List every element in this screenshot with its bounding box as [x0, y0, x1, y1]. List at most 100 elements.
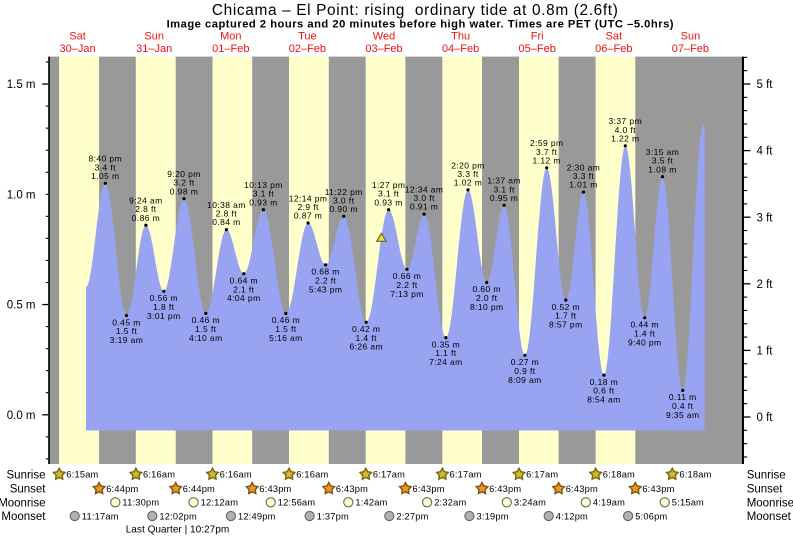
svg-text:0.4 ft: 0.4 ft — [672, 401, 694, 411]
svg-text:3:24am: 3:24am — [514, 498, 546, 508]
svg-text:12:49pm: 12:49pm — [238, 511, 276, 521]
svg-text:31–Jan: 31–Jan — [136, 43, 172, 55]
svg-text:0.46 m: 0.46 m — [272, 315, 300, 325]
svg-text:1 ft: 1 ft — [757, 346, 774, 358]
svg-text:04–Feb: 04–Feb — [442, 43, 479, 55]
svg-text:Sunset: Sunset — [10, 484, 47, 496]
svg-text:3.0 ft: 3.0 ft — [413, 193, 435, 203]
svg-text:0.44 m: 0.44 m — [631, 320, 659, 330]
svg-text:Thu: Thu — [451, 31, 470, 43]
svg-text:Image captured 2 hours and 20: Image captured 2 hours and 20 minutes be… — [167, 19, 674, 31]
svg-text:6:17am: 6:17am — [450, 470, 482, 480]
svg-text:Sun: Sun — [681, 31, 701, 43]
svg-text:9:20 pm: 9:20 pm — [167, 169, 201, 179]
svg-text:3:19 am: 3:19 am — [110, 335, 144, 345]
svg-text:01–Feb: 01–Feb — [212, 43, 249, 55]
svg-text:0.6 ft: 0.6 ft — [593, 386, 615, 396]
svg-text:1.12 m: 1.12 m — [533, 155, 561, 165]
svg-text:0.60 m: 0.60 m — [473, 284, 501, 294]
svg-text:8:10 pm: 8:10 pm — [470, 302, 504, 312]
svg-text:12:12am: 12:12am — [201, 498, 239, 508]
svg-text:07–Feb: 07–Feb — [672, 43, 709, 55]
svg-text:11:30pm: 11:30pm — [122, 498, 159, 508]
svg-text:0.35 m: 0.35 m — [432, 339, 460, 349]
svg-text:0.66 m: 0.66 m — [393, 271, 421, 281]
svg-text:Wed: Wed — [373, 31, 395, 43]
svg-text:6:18am: 6:18am — [603, 470, 635, 480]
svg-text:2.2 ft: 2.2 ft — [396, 280, 418, 290]
svg-text:05–Feb: 05–Feb — [519, 43, 556, 55]
svg-text:6:43pm: 6:43pm — [413, 484, 445, 494]
svg-text:0.86 m: 0.86 m — [132, 213, 160, 223]
svg-text:3.5 ft: 3.5 ft — [652, 156, 674, 166]
svg-text:1.7 ft: 1.7 ft — [555, 311, 577, 321]
svg-text:Moonset: Moonset — [1, 511, 46, 523]
svg-text:2.0 ft: 2.0 ft — [476, 293, 498, 303]
svg-text:2:59 pm: 2:59 pm — [530, 138, 564, 148]
svg-text:5:06pm: 5:06pm — [635, 511, 667, 521]
svg-text:0 ft: 0 ft — [757, 412, 774, 424]
svg-text:12:14 pm: 12:14 pm — [289, 193, 328, 203]
svg-text:6:43pm: 6:43pm — [566, 484, 598, 494]
svg-text:6:26 am: 6:26 am — [349, 342, 383, 352]
svg-text:3:19pm: 3:19pm — [477, 511, 509, 521]
svg-text:1:27 pm: 1:27 pm — [372, 180, 406, 190]
svg-text:Tue: Tue — [298, 31, 317, 43]
svg-text:Moonrise: Moonrise — [0, 498, 46, 510]
svg-text:1.4 ft: 1.4 ft — [356, 333, 378, 343]
svg-text:Mon: Mon — [220, 31, 241, 43]
svg-text:Sun: Sun — [144, 31, 164, 43]
svg-text:2.9 ft: 2.9 ft — [297, 202, 319, 212]
svg-text:11:22 pm: 11:22 pm — [325, 187, 363, 197]
svg-text:0.46 m: 0.46 m — [192, 315, 220, 325]
svg-text:1.8 ft: 1.8 ft — [153, 302, 175, 312]
svg-text:10:13 pm: 10:13 pm — [244, 180, 283, 190]
svg-text:6:16am: 6:16am — [143, 470, 175, 480]
svg-text:2:27pm: 2:27pm — [396, 511, 428, 521]
svg-text:0.0 m: 0.0 m — [7, 410, 36, 422]
svg-text:3 ft: 3 ft — [757, 212, 774, 224]
svg-text:1.5 ft: 1.5 ft — [275, 324, 297, 334]
svg-text:9:40 pm: 9:40 pm — [628, 337, 662, 347]
svg-text:4 ft: 4 ft — [757, 146, 774, 158]
svg-text:0.56 m: 0.56 m — [150, 293, 178, 303]
svg-text:Sat: Sat — [606, 31, 623, 43]
svg-text:2.8 ft: 2.8 ft — [216, 209, 238, 219]
svg-text:0.84 m: 0.84 m — [212, 217, 240, 227]
svg-text:0.68 m: 0.68 m — [311, 267, 339, 277]
svg-text:02–Feb: 02–Feb — [289, 43, 326, 55]
svg-text:3.2 ft: 3.2 ft — [173, 178, 195, 188]
svg-text:0.11 m: 0.11 m — [669, 392, 697, 402]
svg-text:2.1 ft: 2.1 ft — [233, 284, 255, 294]
svg-text:11:17am: 11:17am — [82, 511, 119, 521]
svg-text:1.5 m: 1.5 m — [7, 79, 36, 91]
svg-text:30–Jan: 30–Jan — [60, 43, 96, 55]
svg-text:2:32am: 2:32am — [434, 498, 466, 508]
svg-text:Chicama – El Point: rising or: Chicama – El Point: rising ordinary tide… — [212, 2, 619, 19]
svg-text:1.0 m: 1.0 m — [7, 189, 36, 201]
svg-text:9:24 am: 9:24 am — [129, 196, 163, 206]
svg-text:4.0 ft: 4.0 ft — [615, 125, 637, 135]
svg-text:Last Quarter | 10:27pm: Last Quarter | 10:27pm — [126, 525, 230, 536]
svg-text:1.5 ft: 1.5 ft — [195, 324, 217, 334]
svg-text:4:12pm: 4:12pm — [556, 511, 588, 521]
svg-text:6:15am: 6:15am — [66, 470, 98, 480]
svg-text:3.1 ft: 3.1 ft — [378, 189, 400, 199]
svg-text:Sat: Sat — [69, 31, 86, 43]
svg-text:0.52 m: 0.52 m — [552, 302, 580, 312]
svg-text:Sunrise: Sunrise — [7, 470, 46, 482]
svg-text:1.4 ft: 1.4 ft — [634, 328, 656, 338]
svg-text:0.9 ft: 0.9 ft — [514, 366, 536, 376]
svg-text:7:24 am: 7:24 am — [429, 357, 463, 367]
svg-text:Fri: Fri — [531, 31, 544, 43]
svg-text:1:42am: 1:42am — [355, 498, 387, 508]
svg-text:0.93 m: 0.93 m — [374, 197, 402, 207]
svg-text:8:40 pm: 8:40 pm — [89, 154, 123, 164]
svg-text:3.3 ft: 3.3 ft — [573, 171, 595, 181]
svg-text:8:09 am: 8:09 am — [508, 375, 542, 385]
svg-text:6:43pm: 6:43pm — [336, 484, 368, 494]
svg-text:5:43 pm: 5:43 pm — [309, 284, 343, 294]
svg-text:0.18 m: 0.18 m — [590, 377, 618, 387]
svg-text:8:54 am: 8:54 am — [587, 395, 621, 405]
svg-text:6:16am: 6:16am — [296, 470, 328, 480]
